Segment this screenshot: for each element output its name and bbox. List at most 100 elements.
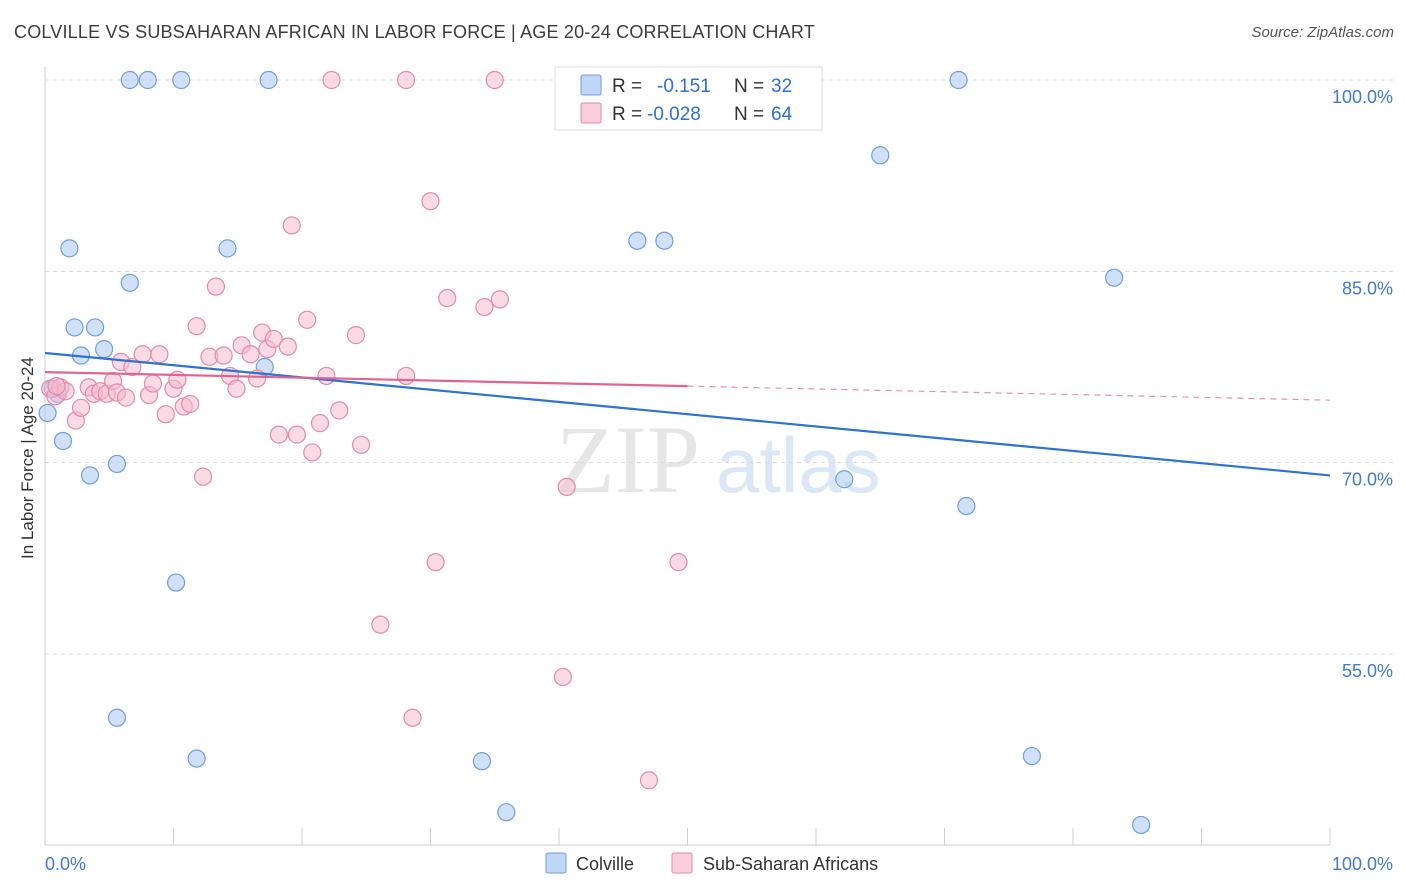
subsaharan-point xyxy=(303,443,322,462)
subsaharan-point xyxy=(490,290,509,309)
y-tick-labels: 55.0% 70.0% 85.0% 100.0% xyxy=(1332,87,1393,681)
subsaharan-point xyxy=(403,708,422,727)
subsaharan-swatch xyxy=(580,102,602,124)
subsaharan-point xyxy=(371,615,390,634)
colville-point xyxy=(835,470,854,489)
subsaharan-point xyxy=(317,366,336,386)
colville-point xyxy=(95,340,114,359)
x-tick-label: 100.0% xyxy=(1332,854,1393,874)
colville-point xyxy=(218,239,237,258)
source-credit: Source: ZipAtlas.com xyxy=(1251,24,1394,41)
subsaharan-point xyxy=(396,70,416,90)
colville-point xyxy=(86,318,105,337)
colville-point xyxy=(107,708,127,727)
grid-lines xyxy=(45,79,1394,655)
subsaharan-point xyxy=(310,414,330,433)
subsaharan-point xyxy=(156,405,175,424)
legend-subsaharan-label: Sub-Saharan Africans xyxy=(703,854,878,874)
colville-swatch xyxy=(580,74,602,96)
colville-point xyxy=(497,803,516,822)
series-subsaharan-points xyxy=(41,70,688,790)
colville-r-value: -0.151 xyxy=(657,76,711,97)
subsaharan-point xyxy=(475,297,494,317)
colville-point xyxy=(1132,815,1151,835)
y-tick-label: 70.0% xyxy=(1342,470,1393,490)
subsaharan-point xyxy=(187,317,206,336)
subsaharan-point xyxy=(133,345,152,364)
colville-point xyxy=(259,70,278,90)
colville-point xyxy=(60,239,79,258)
subsaharan-point xyxy=(71,398,91,417)
subsaharan-r-label: R = xyxy=(612,104,642,125)
series-legend: Colville Sub-Saharan Africans xyxy=(545,852,878,874)
y-axis-title: In Labor Force | Age 20-24 xyxy=(18,357,37,559)
subsaharan-point xyxy=(438,289,457,308)
colville-point xyxy=(1022,746,1041,766)
subsaharan-point xyxy=(227,379,246,398)
series-colville-points xyxy=(38,70,1151,835)
subsaharan-point xyxy=(553,667,572,687)
axes xyxy=(44,67,1331,846)
subsaharan-point xyxy=(264,329,283,349)
subsaharan-point xyxy=(214,346,233,365)
subsaharan-point xyxy=(352,435,371,454)
subsaharan-point xyxy=(143,374,163,393)
subsaharan-point xyxy=(150,345,169,364)
subsaharan-point xyxy=(287,425,306,444)
x-tick-label: 0.0% xyxy=(45,854,86,874)
colville-point xyxy=(957,496,976,516)
colville-point xyxy=(628,231,647,250)
colville-point xyxy=(871,146,890,165)
colville-point xyxy=(120,273,139,292)
watermark-atlas: atlas xyxy=(716,421,881,509)
colville-point xyxy=(655,231,674,250)
subsaharan-point xyxy=(193,467,213,486)
colville-point xyxy=(187,749,206,768)
colville-r-label: R = xyxy=(612,76,642,97)
y-tick-label: 55.0% xyxy=(1342,661,1393,681)
legend-subsaharan-swatch xyxy=(671,852,693,874)
subsaharan-point xyxy=(278,337,297,356)
subsaharan-point xyxy=(330,401,349,420)
colville-point xyxy=(138,70,157,90)
x-tick-labels: 0.0% 100.0% xyxy=(45,854,1393,874)
colville-point xyxy=(65,318,84,337)
subsaharan-point xyxy=(396,366,416,386)
subsaharan-point xyxy=(241,345,260,364)
subsaharan-point xyxy=(269,425,288,444)
colville-trend-line xyxy=(44,351,1331,477)
watermark: ZIP atlas xyxy=(556,406,881,513)
subsaharan-point xyxy=(421,192,440,211)
subsaharan-point xyxy=(322,70,341,90)
colville-point xyxy=(53,431,73,451)
subsaharan-point xyxy=(282,216,301,235)
subsaharan-point xyxy=(116,388,136,407)
colville-point xyxy=(1105,268,1124,287)
subsaharan-point xyxy=(47,377,66,396)
y-tick-label: 85.0% xyxy=(1342,278,1393,298)
subsaharan-trend-line xyxy=(44,371,688,388)
subsaharan-point xyxy=(485,70,504,90)
subsaharan-trend-line-extension xyxy=(687,385,1331,401)
colville-point xyxy=(38,403,57,423)
subsaharan-point xyxy=(639,771,659,790)
trend-lines xyxy=(44,351,1331,477)
colville-n-label: N = xyxy=(734,76,764,97)
subsaharan-r-value: -0.028 xyxy=(647,104,701,125)
subsaharan-point xyxy=(426,553,445,572)
watermark-zip: ZIP xyxy=(556,406,700,513)
colville-point xyxy=(80,466,100,485)
colville-point xyxy=(107,454,127,474)
subsaharan-point xyxy=(669,553,688,572)
subsaharan-n-value: 64 xyxy=(771,104,793,125)
subsaharan-point xyxy=(346,326,366,345)
subsaharan-point xyxy=(557,477,576,497)
subsaharan-point xyxy=(181,394,200,414)
subsaharan-point xyxy=(206,277,226,296)
y-tick-label: 100.0% xyxy=(1332,87,1393,107)
colville-point xyxy=(120,70,139,90)
colville-point xyxy=(472,752,491,771)
colville-point xyxy=(166,573,186,592)
colville-point xyxy=(172,70,191,90)
